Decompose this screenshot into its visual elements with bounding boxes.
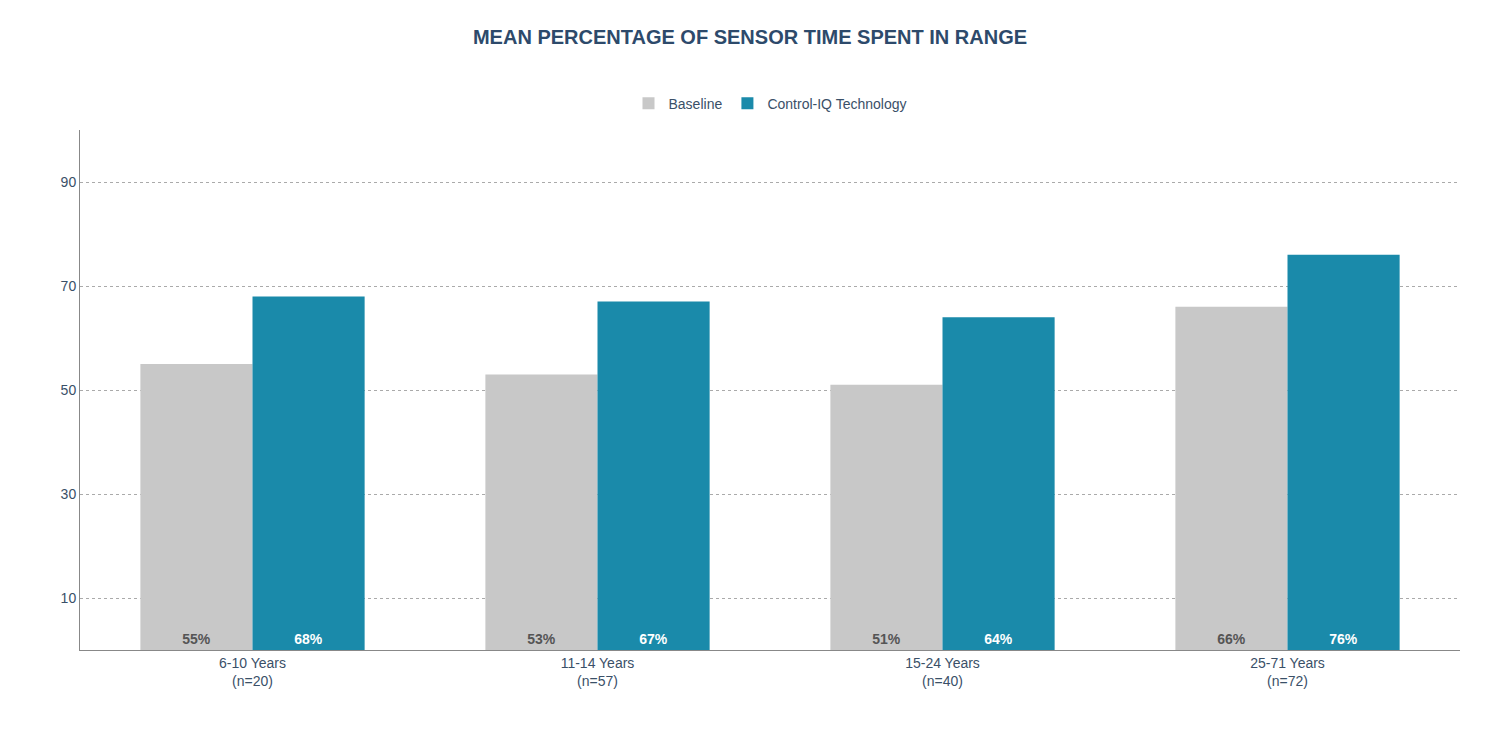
svg-text:15-24 Years(n=40): 15-24 Years(n=40) (905, 655, 980, 689)
svg-text:76%: 76% (1329, 631, 1358, 647)
svg-text:90: 90 (61, 174, 77, 190)
svg-text:66%: 66% (1217, 631, 1246, 647)
svg-text:68%: 68% (294, 631, 323, 647)
svg-text:51%: 51% (872, 631, 901, 647)
svg-text:Baseline: Baseline (669, 96, 723, 112)
svg-text:53%: 53% (527, 631, 556, 647)
svg-text:67%: 67% (639, 631, 668, 647)
svg-text:6-10 Years(n=20): 6-10 Years(n=20) (219, 655, 286, 689)
svg-text:25-71 Years(n=72): 25-71 Years(n=72) (1250, 655, 1325, 689)
svg-text:10: 10 (61, 590, 77, 606)
svg-text:50: 50 (61, 382, 77, 398)
svg-text:30: 30 (61, 486, 77, 502)
svg-text:64%: 64% (984, 631, 1013, 647)
svg-text:70: 70 (61, 278, 77, 294)
svg-text:55%: 55% (182, 631, 211, 647)
svg-text:MEAN PERCENTAGE OF SENSOR TIME: MEAN PERCENTAGE OF SENSOR TIME SPENT IN … (473, 26, 1027, 48)
svg-text:11-14 Years(n=57): 11-14 Years(n=57) (561, 655, 635, 689)
svg-text:Control-IQ Technology: Control-IQ Technology (767, 96, 906, 112)
